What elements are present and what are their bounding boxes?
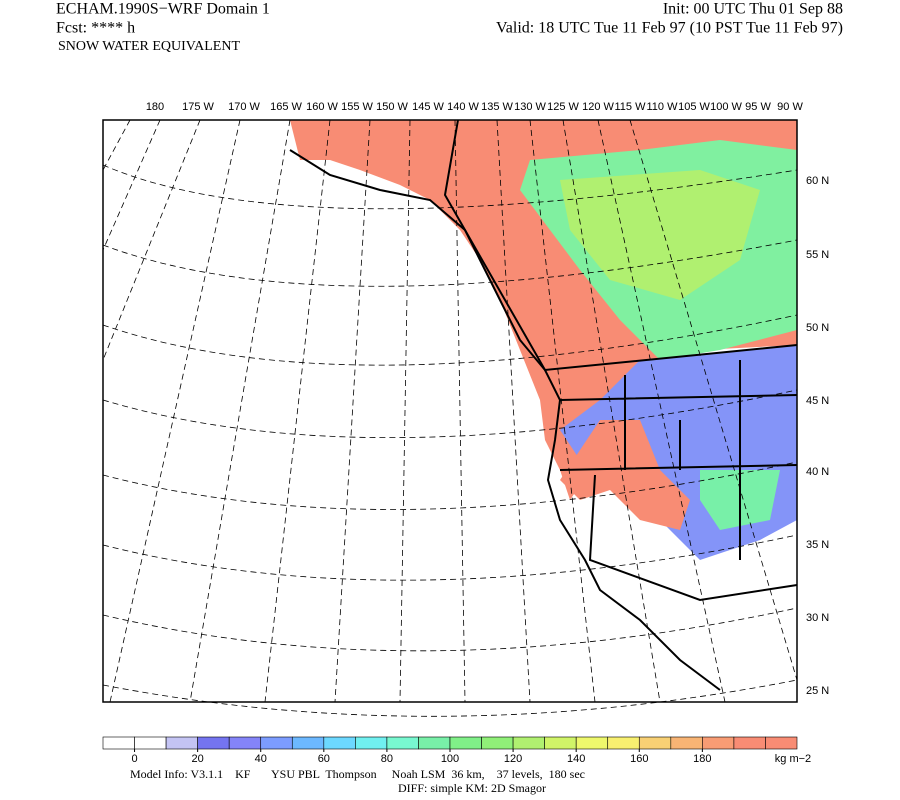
color-box <box>733 736 766 750</box>
graticule <box>102 119 798 717</box>
color-box <box>386 736 419 750</box>
lon-label: 155 W <box>341 101 373 113</box>
lat-label: 35 N <box>806 539 829 551</box>
lon-label: 150 W <box>376 101 408 113</box>
color-box <box>512 736 545 750</box>
lat-label: 40 N <box>806 466 829 478</box>
lon-label: 175 W <box>182 101 214 113</box>
header-line: Fcst: **** h <box>56 20 135 37</box>
colorbar-label: 160 <box>630 753 648 765</box>
footer-line: Model Info: V3.1.1 KF YSU PBL Thompson N… <box>130 767 585 781</box>
color-box <box>197 736 230 750</box>
lon-label: 140 W <box>447 101 479 113</box>
color-box <box>228 736 262 750</box>
lon-label: 95 W <box>745 101 771 113</box>
color-box <box>670 736 703 750</box>
lon-label: 145 W <box>412 101 444 113</box>
lat-labels: 60 N 55 N 50 N 45 N 40 N 35 N 30 N 25 N <box>806 175 829 697</box>
colorbar-label: 100 <box>441 753 459 765</box>
lon-label: 120 W <box>582 101 614 113</box>
color-box <box>165 736 198 750</box>
lon-labels: 180 175 W 170 W 165 W 160 W 155 W 150 W 145 W 14… <box>146 101 804 113</box>
lat-label: 30 N <box>806 612 829 624</box>
lon-label: 105 W <box>678 101 710 113</box>
lat-label: 25 N <box>806 685 829 697</box>
color-box <box>291 736 325 750</box>
color-box <box>449 736 482 750</box>
lon-label: 160 W <box>306 101 338 113</box>
color-box <box>134 736 167 750</box>
color-box <box>481 736 514 750</box>
color-box <box>260 736 293 750</box>
color-box <box>575 736 609 750</box>
map <box>102 119 798 717</box>
footer-line: DIFF: simple KM: 2D Smagor <box>398 781 546 795</box>
lon-label: 135 W <box>481 101 513 113</box>
border <box>443 119 798 602</box>
header-line: Valid: 18 UTC Tue 11 Feb 97 (10 PST Tue … <box>496 20 843 37</box>
colorbar-label: 140 <box>567 753 585 765</box>
colorbar-label: 80 <box>381 753 393 765</box>
lon-label: 165 W <box>270 101 302 113</box>
coastline <box>289 149 721 691</box>
colorbar: 0 20 40 60 80 100 120 140 160 180 kg m−2 <box>102 736 811 765</box>
color-box <box>102 736 135 750</box>
lon-label: 115 W <box>615 101 647 113</box>
map-frame <box>102 119 798 703</box>
lat-label: 50 N <box>806 322 829 334</box>
color-box <box>765 736 798 750</box>
color-box <box>702 736 735 750</box>
lon-label: 125 W <box>547 101 579 113</box>
lon-label: 170 W <box>228 101 260 113</box>
lat-label: 55 N <box>806 249 829 261</box>
colorbar-label: 120 <box>504 753 522 765</box>
snow-field-salmon-south <box>560 420 690 530</box>
colorbar-label: 40 <box>255 753 267 765</box>
color-box <box>638 736 672 750</box>
color-box <box>607 736 640 750</box>
lon-label: 100 W <box>710 101 742 113</box>
colorbar-unit: kg m−2 <box>775 753 811 765</box>
header-line: SNOW WATER EQUIVALENT <box>58 39 240 54</box>
colorbar-label: 0 <box>131 753 137 765</box>
lon-label: 110 W <box>647 101 679 113</box>
colorbar-label: 20 <box>192 753 204 765</box>
lat-label: 60 N <box>806 175 829 187</box>
header-line: ECHAM.1990S−WRF Domain 1 <box>56 1 270 18</box>
color-box <box>418 736 451 750</box>
lat-label: 45 N <box>806 395 829 407</box>
header-line: Init: 00 UTC Thu 01 Sep 88 <box>663 1 843 18</box>
lon-label: 90 W <box>777 101 803 113</box>
colorbar-label: 60 <box>318 753 330 765</box>
snow-field-lightgreen <box>560 170 760 300</box>
lon-label: 180 <box>146 101 164 113</box>
color-box <box>323 736 356 750</box>
color-box <box>544 736 577 750</box>
lon-label: 130 W <box>514 101 546 113</box>
color-box <box>355 736 388 750</box>
colorbar-label: 180 <box>693 753 711 765</box>
